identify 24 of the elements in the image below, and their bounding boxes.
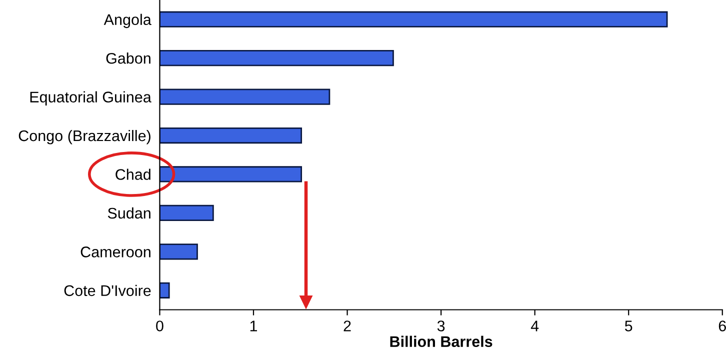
y-tick-label: Gabon: [106, 52, 150, 64]
y-tick-label: Equatorial Guinea: [30, 91, 152, 106]
y-tick-label: Chad: [116, 168, 150, 180]
x-axis-title: Billion Barrels: [390, 336, 492, 348]
bar: [160, 50, 394, 66]
x-tick-label: 3: [437, 320, 445, 332]
x-tick-label: 6: [718, 320, 726, 332]
bar: [160, 11, 668, 28]
y-tick-label: Cameroon: [80, 246, 150, 258]
y-tick-label: Angola: [104, 14, 152, 28]
bar: [160, 166, 302, 182]
x-tick-label: 4: [530, 320, 539, 332]
bar: [160, 88, 330, 105]
bar: [160, 127, 302, 144]
y-tick-label: Sudan: [108, 207, 150, 219]
y-tick-label: Cote D'Ivoire: [64, 284, 151, 296]
bar: [160, 244, 198, 260]
x-tick-label: 2: [344, 320, 351, 332]
x-tick-label: 0: [156, 320, 164, 332]
bar: [160, 282, 170, 298]
y-tick-label: Congo (Brazzaville): [18, 130, 150, 144]
x-tick-label: 1: [250, 320, 257, 332]
bar: [160, 204, 214, 222]
x-tick-label: 5: [624, 320, 632, 332]
